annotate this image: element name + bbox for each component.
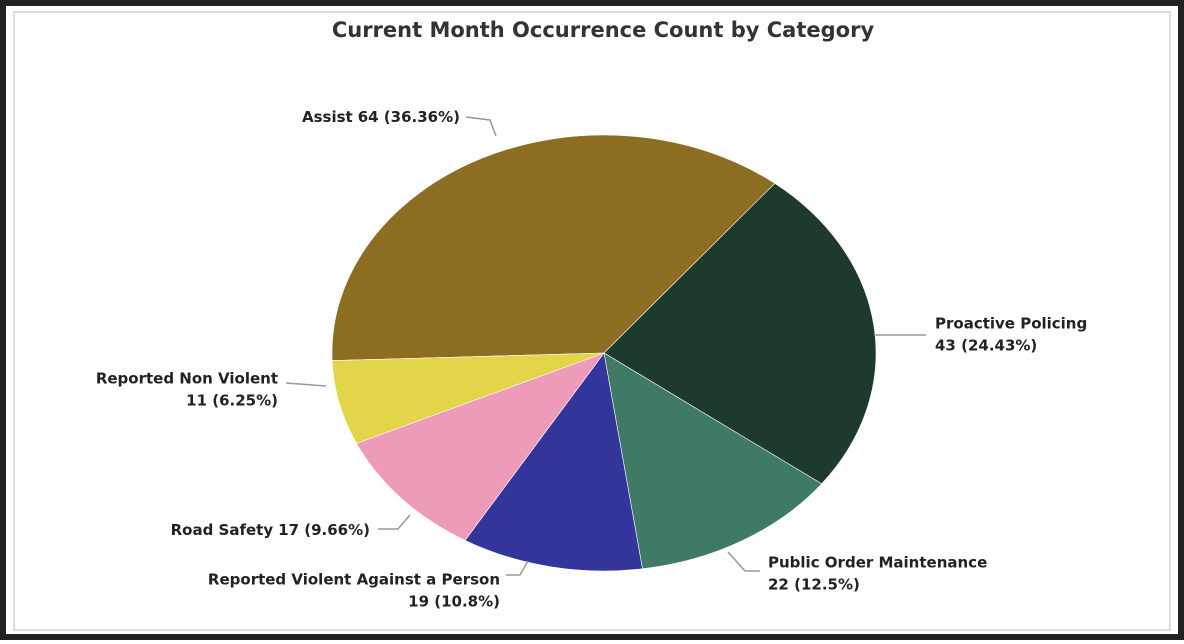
pie-slice	[603, 352, 823, 570]
panel-border	[13, 11, 1171, 631]
slice-label: Assist 64 (36.36%)	[302, 108, 460, 126]
slice-label-value: 22 (12.5%)	[768, 576, 860, 594]
slice-label-value: 17 (9.66%)	[278, 521, 370, 539]
slice-label-value: 43 (24.43%)	[935, 337, 1037, 355]
leader-line	[727, 551, 760, 572]
pie-slice	[603, 182, 877, 485]
slice-label: Road Safety 17 (9.66%)	[171, 521, 370, 539]
slice-label-value: 64 (36.36%)	[358, 108, 460, 126]
pie-slice	[464, 352, 643, 572]
slice-label-name: Reported Non Violent	[96, 370, 278, 388]
slice-label-name: Assist	[302, 108, 353, 126]
slice-label-name: Road Safety	[171, 521, 274, 539]
pie-slice	[331, 352, 605, 444]
slice-label-name: Public Order Maintenance	[768, 554, 987, 572]
leader-line	[285, 382, 327, 387]
slice-label-name: Reported Violent Against a Person	[208, 571, 500, 589]
leader-line	[506, 560, 529, 576]
slice-label-value: 19 (10.8%)	[408, 593, 500, 611]
leader-line	[465, 116, 497, 137]
slice-label-value: 11 (6.25%)	[186, 392, 278, 410]
slice-label-name: Proactive Policing	[935, 315, 1087, 333]
chart-title: Current Month Occurrence Count by Catego…	[332, 18, 875, 42]
leader-line	[378, 514, 411, 530]
pie-slice	[331, 134, 776, 361]
pie-slice	[356, 352, 605, 541]
